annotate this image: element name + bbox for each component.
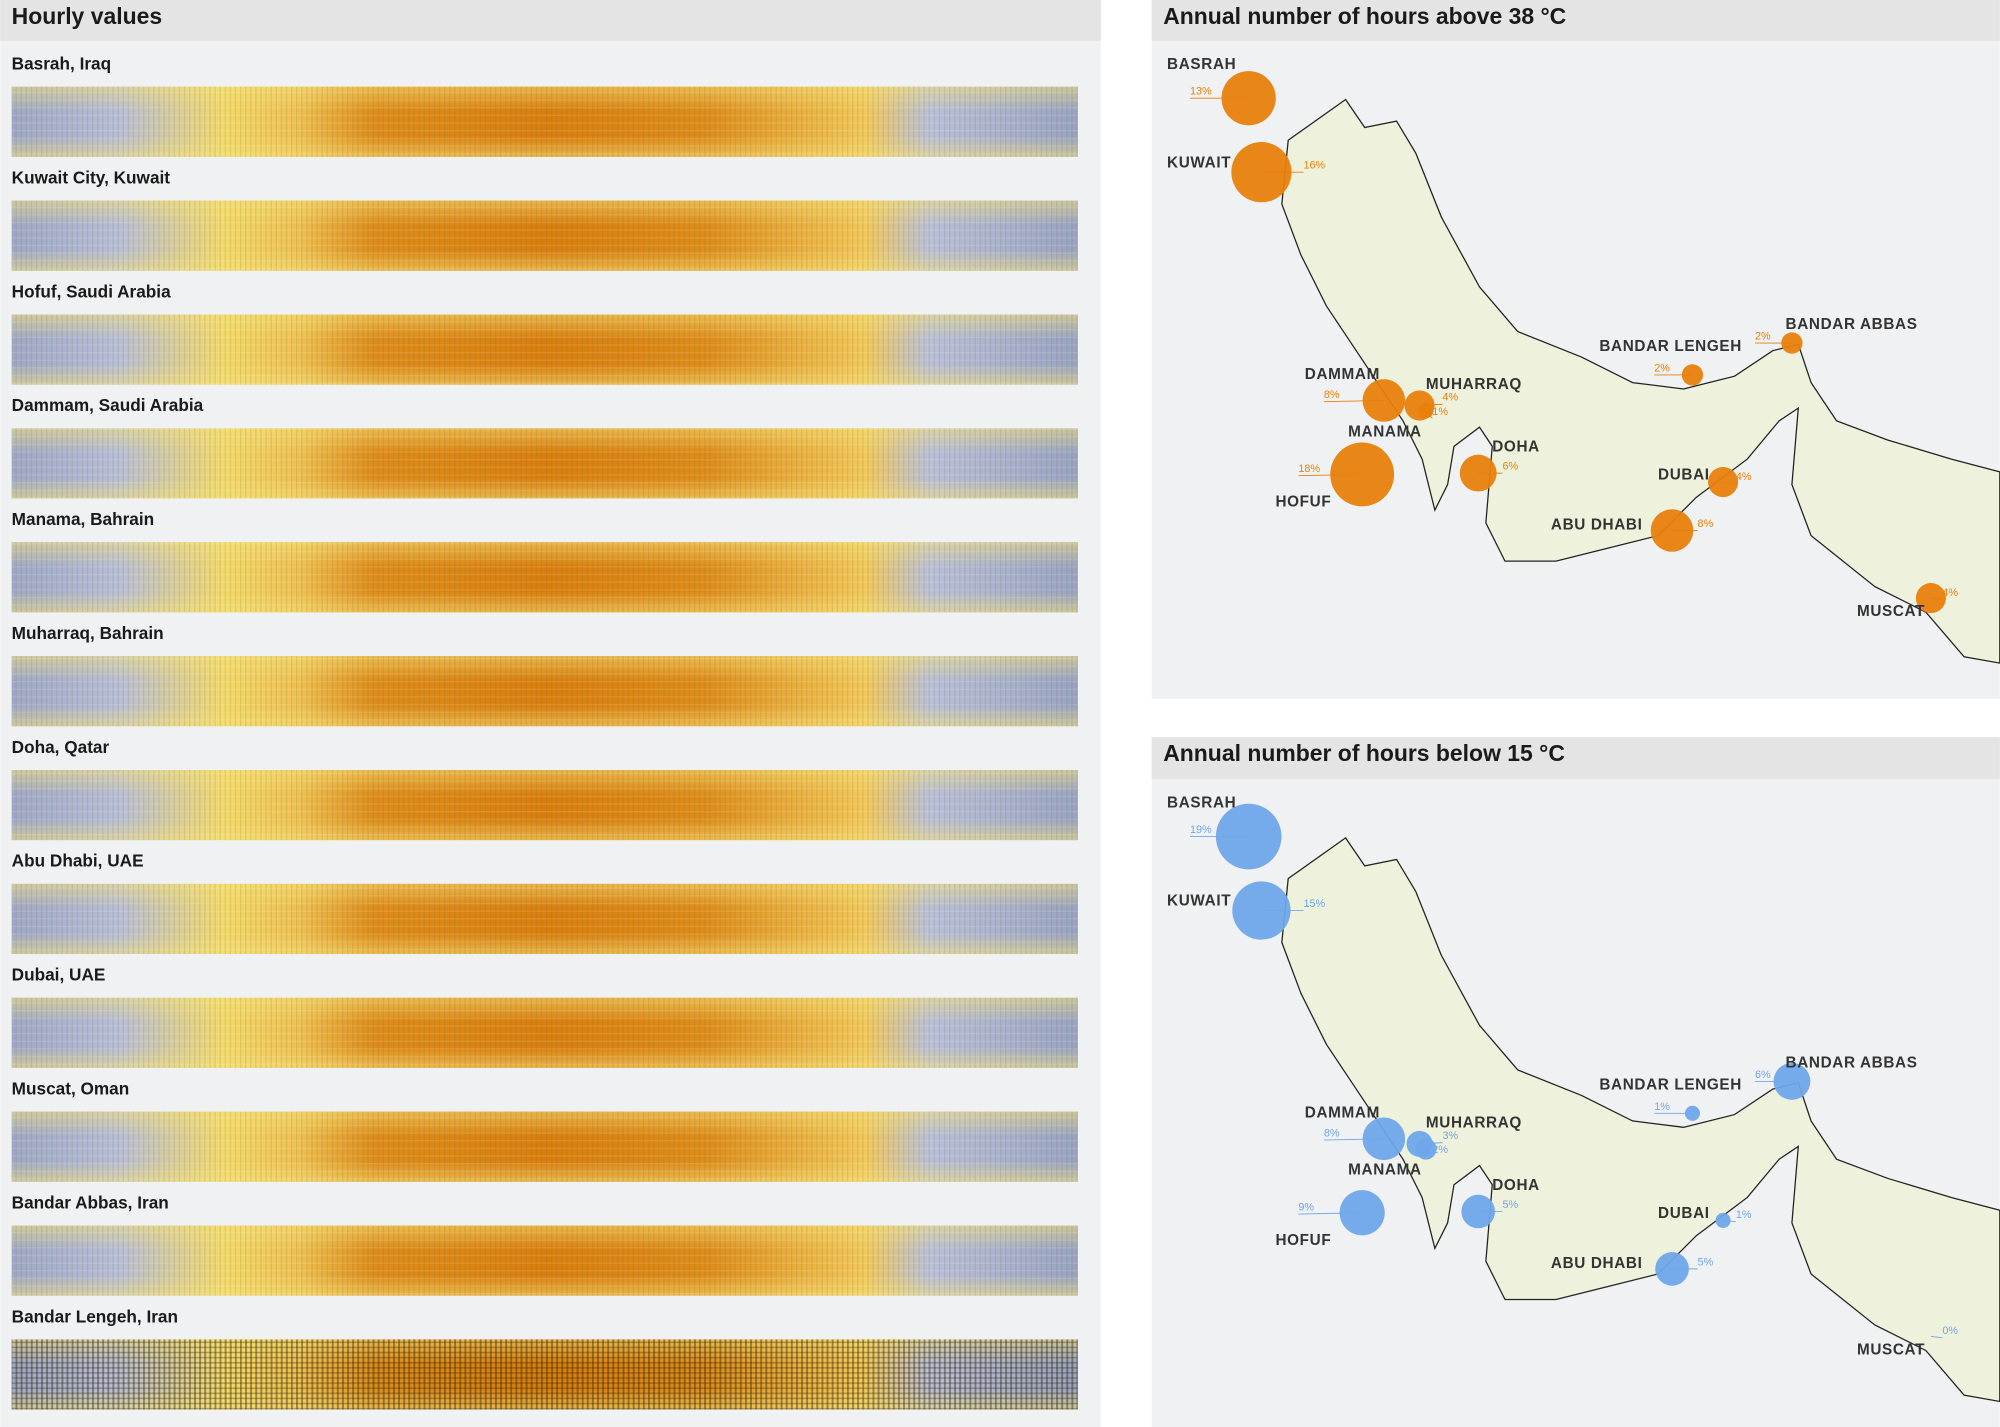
leader-line (1298, 473, 1363, 477)
bubble (1915, 583, 1946, 614)
city-label: BASRAH (1167, 56, 1236, 73)
leader-line (1930, 1336, 1943, 1339)
map-panel: Annual number of hours below 15 °C 19% BA… (1151, 737, 2000, 1427)
leader-line (1323, 399, 1384, 403)
percent-label: 1% (1654, 1101, 1670, 1113)
percent-label: 19% (1190, 824, 1212, 836)
leader-line (1930, 597, 1943, 600)
city-label: DOHA (1492, 439, 1540, 456)
heatmap-texture (11, 314, 1078, 385)
row-label: Doha, Qatar (12, 737, 110, 757)
percent-label: 5% (1502, 1199, 1518, 1211)
city-label: BANDAR ABBAS (1786, 1055, 1918, 1072)
leader-line (1425, 410, 1433, 419)
city-label: BANDAR ABBAS (1786, 316, 1918, 333)
city-label: MUSCAT (1857, 1342, 1925, 1359)
city-label: DAMMAM (1305, 366, 1380, 383)
city-label: KUWAIT (1167, 154, 1231, 171)
panel-title: Hourly values (12, 3, 162, 29)
percent-label: 1% (1432, 406, 1448, 418)
map-header (1151, 737, 2000, 780)
leader-line (1723, 481, 1736, 484)
leader-line (1425, 1148, 1433, 1157)
map-header (1151, 0, 2000, 41)
row-label: Hofuf, Saudi Arabia (12, 281, 171, 301)
percent-label: 2% (1432, 1144, 1448, 1156)
city-label: MUHARRAQ (1426, 1115, 1522, 1132)
city-label: HOFUF (1275, 493, 1331, 510)
leader-line (1298, 1212, 1363, 1215)
city-label: ABU DHABI (1551, 1255, 1643, 1272)
heatmap-texture (11, 86, 1078, 157)
city-label: HOFUF (1275, 1232, 1331, 1249)
percent-label: 4% (1942, 587, 1958, 599)
percent-label: 16% (1304, 160, 1326, 172)
city-label: KUWAIT (1167, 893, 1231, 910)
row-label: Dammam, Saudi Arabia (12, 395, 204, 415)
row-label: Kuwait City, Kuwait (12, 167, 171, 187)
leader-line (1323, 1138, 1384, 1141)
city-label: DUBAI (1658, 467, 1710, 484)
heatmap-texture (11, 200, 1078, 271)
hourly-rows: Basrah, Iraq Kuwait City, Kuwait Hofuf, Sa… (11, 54, 1078, 1410)
percent-label: 8% (1324, 1128, 1340, 1140)
percent-label: 13% (1190, 86, 1212, 98)
percent-label: 8% (1324, 389, 1340, 401)
map-background (1151, 0, 2000, 699)
bubble (1362, 1117, 1406, 1161)
percent-label: 15% (1304, 898, 1326, 910)
map-title: Annual number of hours below 15 °C (1163, 740, 1565, 766)
heatmap-texture (11, 1225, 1078, 1296)
percent-label: 18% (1298, 463, 1320, 475)
city-label: ABU DHABI (1551, 516, 1643, 533)
city-label: BASRAH (1167, 794, 1236, 811)
heatmap-texture (11, 769, 1078, 841)
map-panel: Annual number of hours above 38 °C 13% BA… (1151, 0, 2000, 699)
bubble (1459, 454, 1497, 492)
percent-label: 2% (1755, 331, 1771, 343)
city-label: MUSCAT (1857, 603, 1925, 620)
percent-label: 0% (1942, 1325, 1958, 1337)
row-label: Bandar Abbas, Iran (12, 1192, 169, 1212)
percent-label: 5% (1698, 1256, 1714, 1268)
city-label: DOHA (1492, 1177, 1540, 1194)
city-label: BANDAR LENGEH (1599, 1076, 1742, 1093)
city-label: MANAMA (1348, 423, 1422, 440)
percent-label: 2% (1654, 362, 1670, 374)
leader-line (1723, 1219, 1736, 1223)
left-header (0, 0, 1101, 41)
heatmap-texture (11, 542, 1078, 613)
city-label: DAMMAM (1305, 1104, 1380, 1121)
city-label: MUHARRAQ (1426, 376, 1522, 393)
bubble (1708, 466, 1739, 498)
city-label: MANAMA (1348, 1162, 1422, 1179)
percent-label: 8% (1698, 518, 1714, 530)
heatmap-texture (11, 883, 1078, 955)
bubble (1339, 1190, 1385, 1236)
percent-label: 6% (1502, 461, 1518, 473)
city-label: DUBAI (1658, 1205, 1710, 1222)
heatmap-texture (11, 997, 1078, 1068)
row-label: Bandar Lengeh, Iran (12, 1306, 178, 1326)
row-label: Abu Dhabi, UAE (12, 851, 144, 871)
heatmap-texture (11, 1111, 1078, 1182)
percent-label: 6% (1755, 1069, 1771, 1081)
percent-label: 3% (1443, 1130, 1459, 1142)
heatmap-texture (11, 1339, 1078, 1410)
heatmap-texture (11, 428, 1078, 499)
row-label: Manama, Bahrain (12, 509, 154, 529)
row-label: Dubai, UAE (12, 965, 106, 985)
row-label: Muscat, Oman (12, 1078, 130, 1098)
percent-label: 4% (1736, 471, 1752, 483)
map-title: Annual number of hours above 38 °C (1163, 3, 1566, 29)
percent-label: 4% (1443, 392, 1459, 404)
percent-label: 1% (1736, 1209, 1752, 1221)
percent-label: 9% (1298, 1202, 1314, 1214)
row-label: Basrah, Iraq (12, 54, 111, 74)
row-label: Muharraq, Bahrain (12, 623, 164, 643)
city-label: BANDAR LENGEH (1599, 338, 1742, 355)
heatmap-texture (11, 656, 1078, 727)
